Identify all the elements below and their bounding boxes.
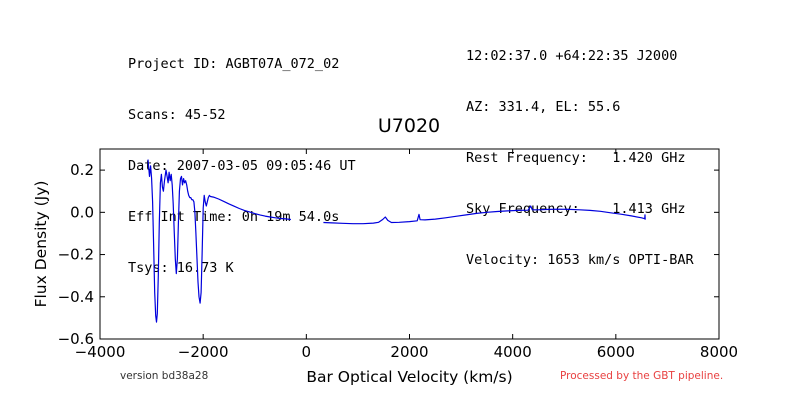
x-tick: 6000 xyxy=(597,149,635,361)
az-el-text: AZ: 331.4, EL: 55.6 xyxy=(466,99,621,115)
x-tick: 4000 xyxy=(494,149,532,361)
y-tick: −0.4 xyxy=(58,288,719,306)
x-tick: 0 xyxy=(302,149,312,361)
y-tick: 0.0 xyxy=(70,203,719,221)
x-tick-label: 4000 xyxy=(494,343,532,361)
y-tick-label: 0.0 xyxy=(70,203,94,221)
header-left-info: Project ID: AGBT07A_072_02 Scans: 45-52 … xyxy=(128,22,356,294)
y-tick-label: −0.4 xyxy=(58,288,94,306)
x-tick: −2000 xyxy=(178,149,229,361)
chart-title: U7020 xyxy=(377,115,441,137)
x-tick-label: 6000 xyxy=(597,343,635,361)
x-tick-label: 2000 xyxy=(390,343,428,361)
y-tick-label: 0.2 xyxy=(70,161,94,179)
version-label: version bd38a28 xyxy=(120,370,209,382)
x-tick-label: −4000 xyxy=(75,343,126,361)
x-tick-label: 8000 xyxy=(700,343,738,361)
pipeline-label: Processed by the GBT pipeline. xyxy=(560,370,724,382)
x-tick-label: 0 xyxy=(302,343,312,361)
header-right-info: 12:02:37.0 +64:22:35 J2000 AZ: 331.4, EL… xyxy=(466,14,694,286)
coordinates-text: 12:02:37.0 +64:22:35 J2000 xyxy=(466,48,678,64)
y-tick: 0.2 xyxy=(70,161,719,179)
y-tick-label: −0.6 xyxy=(58,330,94,348)
y-tick-label: −0.2 xyxy=(58,246,94,264)
rest-frequency-text: Rest Frequency: 1.420 GHz xyxy=(466,150,686,166)
velocity-text: Velocity: 1653 km/s OPTI-BAR xyxy=(466,252,694,268)
project-id-text: Project ID: AGBT07A_072_02 xyxy=(128,56,340,72)
spectrum-line xyxy=(147,159,646,323)
y-tick: −0.2 xyxy=(58,246,719,264)
plot-frame xyxy=(99,148,720,340)
y-axis-label: Flux Density (Jy) xyxy=(32,181,50,308)
sky-frequency-text: Sky Frequency: 1.413 GHz xyxy=(466,201,686,217)
scans-text: Scans: 45-52 xyxy=(128,107,226,123)
x-axis-label: Bar Optical Velocity (km/s) xyxy=(306,368,512,386)
x-tick-label: −2000 xyxy=(178,343,229,361)
x-tick: 2000 xyxy=(390,149,429,361)
